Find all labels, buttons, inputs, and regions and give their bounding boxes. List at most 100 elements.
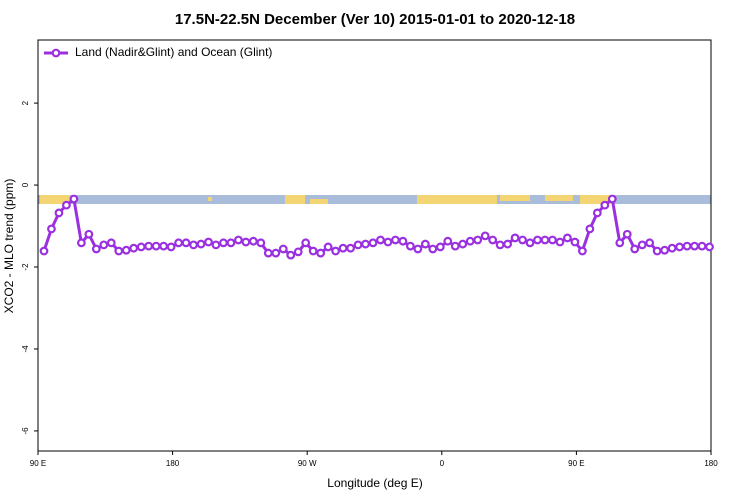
point xyxy=(518,235,527,245)
point xyxy=(219,238,228,248)
point xyxy=(62,200,71,210)
point xyxy=(682,241,692,251)
point xyxy=(54,208,64,218)
point xyxy=(211,240,221,250)
point xyxy=(308,246,318,256)
point xyxy=(323,242,333,252)
chart-title: 17.5N-22.5N December (Ver 10) 2015-01-01… xyxy=(175,11,575,28)
point xyxy=(166,242,176,252)
point xyxy=(69,194,79,204)
point xyxy=(106,238,116,248)
point xyxy=(548,235,557,245)
x-tick-label: 90 E xyxy=(30,459,46,468)
point xyxy=(503,239,513,249)
point xyxy=(391,235,400,245)
point xyxy=(697,241,707,251)
y-tick-label: 0 xyxy=(21,182,30,187)
point xyxy=(525,238,535,248)
legend-marker xyxy=(51,48,61,58)
point xyxy=(570,237,580,247)
point xyxy=(465,236,475,246)
point xyxy=(39,246,49,256)
point xyxy=(420,239,430,249)
point xyxy=(600,200,610,210)
point xyxy=(331,246,341,256)
point xyxy=(241,237,251,247)
point xyxy=(121,245,131,255)
point xyxy=(99,240,109,250)
point xyxy=(256,238,266,248)
point xyxy=(151,241,161,251)
y-tick-label: -2 xyxy=(21,263,30,271)
point xyxy=(181,238,191,248)
point xyxy=(368,238,378,248)
legend-label: Land (Nadir&Glint) and Ocean (Glint) xyxy=(75,45,272,59)
point xyxy=(301,238,311,248)
x-tick-label: 90 W xyxy=(298,459,317,468)
point xyxy=(361,239,370,249)
point xyxy=(563,233,572,243)
point xyxy=(585,224,595,234)
point xyxy=(84,229,94,239)
map-band xyxy=(38,195,711,204)
x-tick-label: 180 xyxy=(166,459,180,468)
point xyxy=(443,236,453,246)
point xyxy=(398,236,408,246)
point xyxy=(510,233,520,243)
point xyxy=(450,241,460,251)
point xyxy=(577,246,587,256)
point xyxy=(637,240,647,250)
point xyxy=(174,238,183,248)
point xyxy=(533,235,542,245)
point xyxy=(592,208,602,218)
point xyxy=(226,238,236,248)
y-tick-label: -4 xyxy=(21,345,30,353)
point xyxy=(204,237,213,247)
point xyxy=(234,235,243,245)
x-tick-label: 0 xyxy=(440,459,445,468)
point xyxy=(495,240,505,250)
point xyxy=(346,243,355,253)
point xyxy=(338,243,348,253)
point xyxy=(667,243,677,253)
point xyxy=(428,244,438,254)
point xyxy=(615,238,625,248)
point xyxy=(660,245,670,255)
point xyxy=(675,242,684,252)
point xyxy=(383,237,393,247)
point xyxy=(652,246,662,256)
point xyxy=(435,242,445,252)
point xyxy=(473,235,483,245)
x-axis-label: Longitude (deg E) xyxy=(327,476,422,490)
point xyxy=(458,239,468,249)
point xyxy=(622,229,632,239)
point xyxy=(488,235,498,245)
point xyxy=(129,243,139,253)
point xyxy=(286,250,296,260)
point xyxy=(76,238,86,248)
point xyxy=(705,242,714,252)
point xyxy=(91,244,101,254)
point xyxy=(353,240,363,250)
point xyxy=(480,231,490,241)
point xyxy=(189,240,198,250)
point xyxy=(540,235,550,245)
point xyxy=(690,241,699,251)
x-tick-label: 180 xyxy=(704,459,718,468)
point xyxy=(376,235,385,245)
point xyxy=(196,239,206,249)
y-tick-label: 2 xyxy=(21,100,30,105)
point xyxy=(405,241,415,251)
point xyxy=(607,194,617,204)
x-tick-label: 90 E xyxy=(568,459,584,468)
point xyxy=(159,241,169,251)
point xyxy=(278,244,288,254)
point xyxy=(316,248,326,258)
point xyxy=(413,244,423,254)
point xyxy=(248,236,258,246)
point xyxy=(630,244,640,254)
point xyxy=(293,247,303,257)
point xyxy=(645,238,655,248)
point xyxy=(271,248,281,258)
